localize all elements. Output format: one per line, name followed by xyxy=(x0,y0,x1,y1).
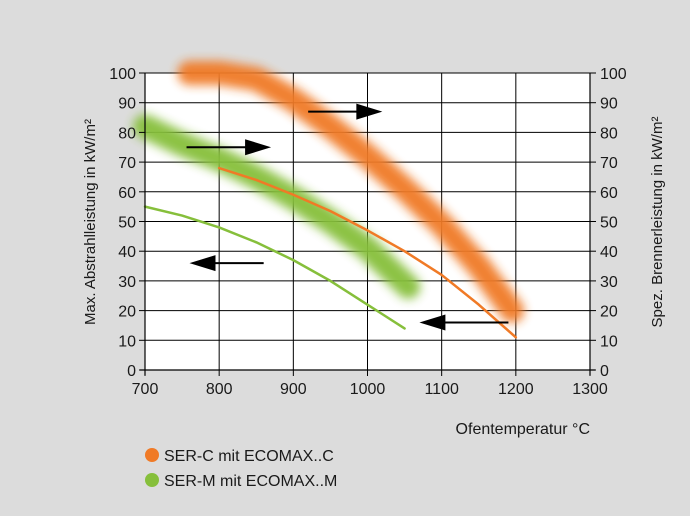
arrow-head xyxy=(245,139,272,156)
y-tick-label-right: 20 xyxy=(600,304,618,321)
y-axis-label-left: Max. Abstrahlleistung in kW/m² xyxy=(82,119,99,325)
legend-marker xyxy=(145,448,159,462)
line-layer xyxy=(143,166,518,339)
grid xyxy=(144,72,591,371)
y-tick-label-left: 80 xyxy=(118,125,136,142)
axes: 0 0 10 10 20 20 30 30 40 40 50 50 60 60 70 70 80 80 90 90 10… xyxy=(109,66,627,398)
y-axis-label-right: Spez. Brennerleistung in kW/m² xyxy=(649,117,666,328)
arrow-layer xyxy=(186,103,509,331)
series-line xyxy=(143,205,406,330)
y-tick-label-left: 70 xyxy=(118,155,136,172)
y-tick-label-right: 40 xyxy=(600,244,618,261)
arrow-head xyxy=(419,314,446,331)
series-line xyxy=(217,166,518,339)
x-tick-label: 800 xyxy=(206,381,233,398)
y-tick-label-left: 50 xyxy=(118,215,136,232)
y-tick-label-left: 30 xyxy=(118,274,136,291)
y-tick-label-right: 80 xyxy=(600,125,618,142)
y-tick-label-right: 90 xyxy=(600,96,618,113)
y-tick-label-left: 40 xyxy=(118,244,136,261)
arrow-head xyxy=(356,103,383,120)
x-tick-label: 1300 xyxy=(572,381,608,398)
series-band xyxy=(177,61,525,323)
arrow xyxy=(308,103,383,120)
legend-label: SER-C mit ECOMAX..C xyxy=(164,448,334,465)
y-tick-label-right: 50 xyxy=(600,215,618,232)
x-tick-label: 1000 xyxy=(350,381,386,398)
arrow-head xyxy=(189,255,216,272)
y-tick-label-left: 20 xyxy=(118,304,136,321)
x-axis-label: Ofentemperatur °C xyxy=(456,421,590,438)
y-tick-label-left: 90 xyxy=(118,96,136,113)
y-tick-label-left: 60 xyxy=(118,185,136,202)
y-tick-label-right: 70 xyxy=(600,155,618,172)
labels: Ofentemperatur °C Max. Abstrahlleistung … xyxy=(82,117,666,438)
legend-marker xyxy=(145,473,159,487)
legend-label: SER-M mit ECOMAX..M xyxy=(164,473,337,490)
x-tick-label: 700 xyxy=(132,381,159,398)
legend: SER-C mit ECOMAX..C SER-M mit ECOMAX..M xyxy=(145,448,337,490)
x-tick-label: 1100 xyxy=(424,381,459,398)
y-tick-label-right: 100 xyxy=(600,66,627,83)
y-tick-label-left: 10 xyxy=(118,333,136,350)
x-tick-label: 900 xyxy=(280,381,307,398)
x-tick-label: 1200 xyxy=(498,381,534,398)
y-tick-label-right: 10 xyxy=(600,333,618,350)
arrow xyxy=(189,255,264,272)
arrow xyxy=(186,139,272,156)
y-tick-label-left: 0 xyxy=(127,363,136,380)
y-tick-label-right: 0 xyxy=(600,363,609,380)
y-tick-label-left: 100 xyxy=(109,66,136,83)
arrow xyxy=(419,314,509,331)
y-tick-label-right: 30 xyxy=(600,274,618,291)
y-tick-label-right: 60 xyxy=(600,185,618,202)
